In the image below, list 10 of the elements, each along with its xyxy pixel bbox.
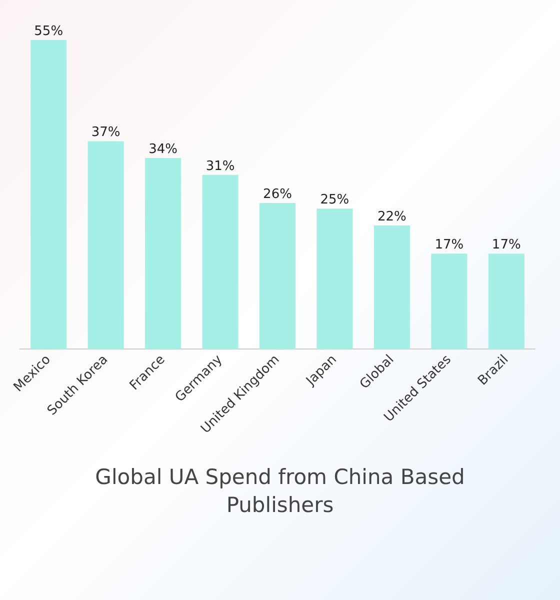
data-label: 17% (434, 237, 464, 252)
data-label: 17% (492, 237, 521, 252)
data-label: 31% (206, 158, 235, 174)
data-label: 26% (263, 186, 292, 202)
data-label: 37% (91, 125, 120, 140)
data-label: 34% (148, 142, 178, 157)
data-label: 55% (34, 24, 64, 39)
data-label: 25% (320, 192, 350, 208)
data-label: 22% (377, 209, 406, 224)
text: Global UA Spend from China Based Publishers (94, 464, 466, 519)
